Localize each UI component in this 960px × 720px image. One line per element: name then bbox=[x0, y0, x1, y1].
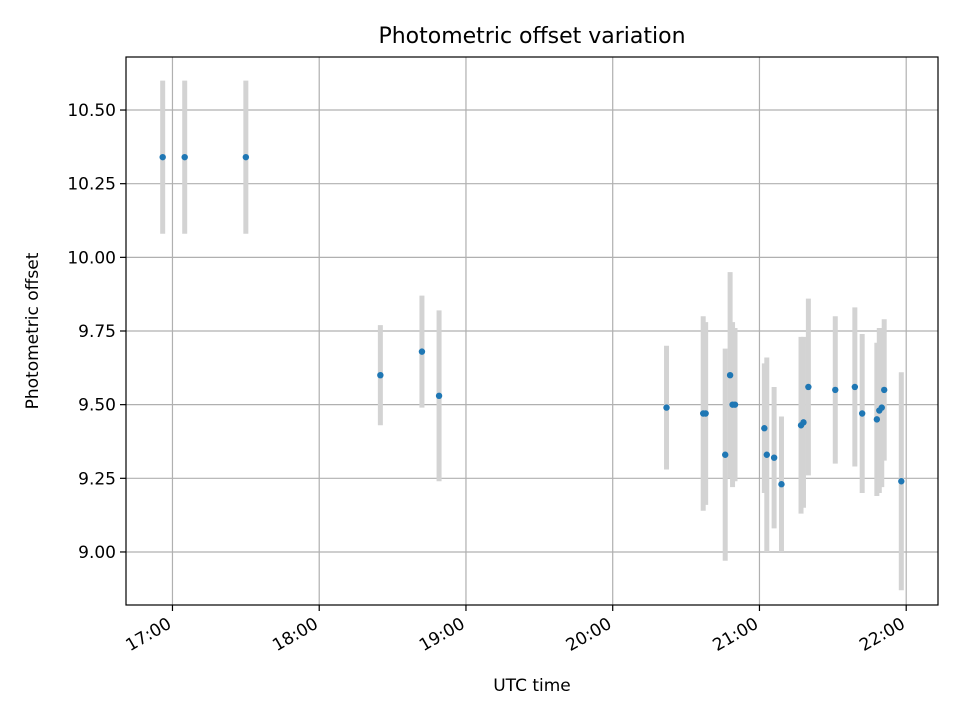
data-point bbox=[663, 404, 670, 411]
data-point bbox=[731, 401, 739, 408]
data-points bbox=[159, 153, 905, 488]
chart-title: Photometric offset variation bbox=[378, 24, 685, 49]
data-point bbox=[770, 454, 778, 461]
y-tick-label: 10.25 bbox=[67, 175, 116, 195]
y-tick-label: 9.00 bbox=[78, 543, 116, 563]
data-point bbox=[880, 386, 888, 394]
gridlines bbox=[126, 57, 938, 605]
data-point bbox=[181, 153, 188, 161]
data-point bbox=[898, 478, 905, 485]
data-point bbox=[878, 404, 885, 411]
data-point bbox=[778, 481, 785, 488]
data-point bbox=[873, 416, 881, 423]
y-axis-label: Photometric offset bbox=[23, 252, 43, 409]
data-point bbox=[763, 451, 770, 458]
data-point bbox=[726, 371, 734, 379]
data-point bbox=[702, 410, 709, 417]
data-point bbox=[851, 383, 859, 391]
y-tick-label: 9.25 bbox=[78, 469, 116, 489]
y-tick-label: 9.75 bbox=[78, 322, 116, 342]
data-point bbox=[722, 451, 729, 458]
y-tick-label: 9.50 bbox=[78, 396, 116, 416]
data-point bbox=[242, 153, 250, 161]
x-axis-label: UTC time bbox=[493, 676, 571, 696]
y-tick-label: 10.50 bbox=[67, 101, 116, 121]
y-tick-label: 10.00 bbox=[67, 248, 116, 268]
y-axis-ticks: 9.00 9.25 9.50 9.75 10.00 10.25 10.50 bbox=[67, 101, 126, 563]
data-point bbox=[418, 348, 426, 355]
data-point bbox=[761, 425, 768, 432]
data-point bbox=[832, 386, 839, 394]
data-point bbox=[805, 383, 812, 391]
data-point bbox=[800, 419, 807, 426]
data-point bbox=[377, 371, 384, 379]
data-point bbox=[435, 392, 443, 400]
data-point bbox=[159, 153, 166, 161]
data-point bbox=[858, 410, 866, 417]
